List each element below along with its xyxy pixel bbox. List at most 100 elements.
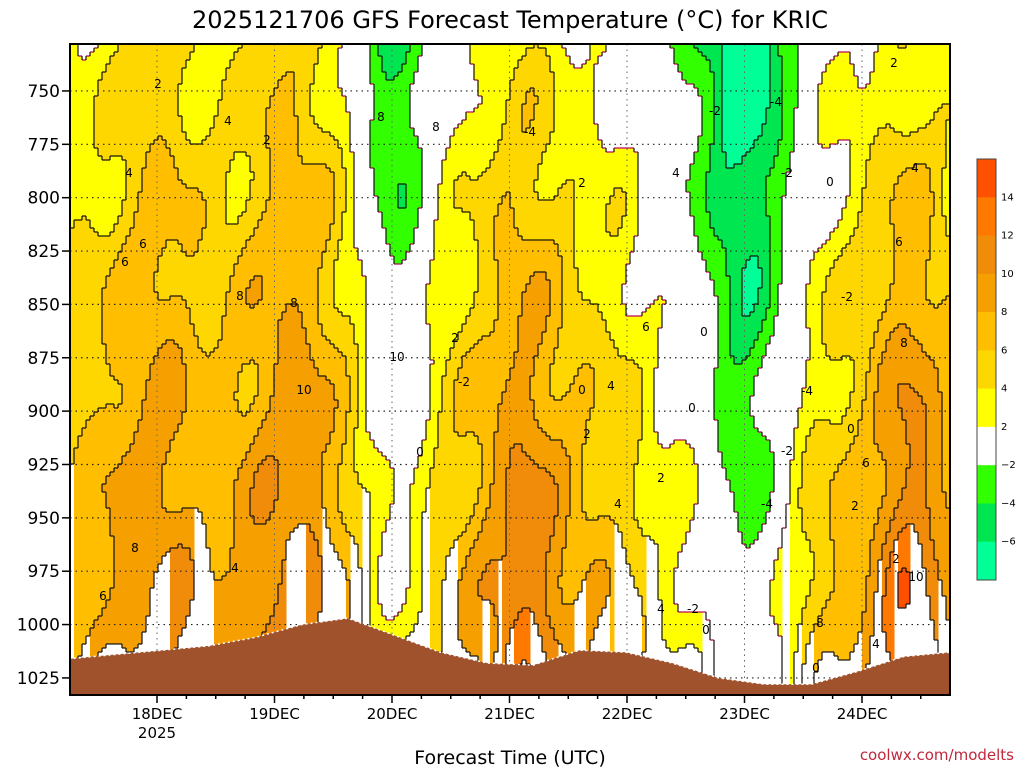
contour-segment	[781, 80, 783, 84]
contour-segment	[349, 320, 351, 324]
temperature-cell	[318, 556, 323, 613]
temperature-cell	[814, 624, 819, 673]
contour-segment	[641, 420, 643, 424]
contour-segment	[582, 299, 586, 301]
contour-segment	[265, 116, 267, 120]
temperature-cell	[718, 44, 723, 241]
contour-segment	[521, 116, 523, 120]
temperature-cell	[386, 460, 391, 521]
contour-segment	[97, 88, 99, 92]
contour-segment	[365, 320, 367, 324]
temperature-cell	[658, 44, 663, 297]
contour-segment	[765, 184, 767, 188]
contour-segment	[413, 128, 415, 132]
temperature-cell	[130, 44, 135, 229]
contour-segment	[893, 196, 895, 200]
temperature-cell	[378, 212, 383, 453]
temperature-cell	[510, 368, 515, 449]
contour-segment	[426, 323, 430, 325]
contour-segment	[225, 200, 227, 204]
contour-segment	[561, 264, 563, 268]
contour-segment	[553, 88, 555, 92]
contour-segment	[765, 316, 767, 320]
contour-segment	[242, 211, 246, 213]
contour-segment	[533, 412, 535, 416]
temperature-cell	[802, 452, 807, 533]
contour-segment	[674, 567, 678, 569]
contour-segment	[941, 404, 943, 408]
temperature-cell	[746, 44, 751, 153]
temperature-cell	[350, 152, 355, 325]
temperature-cell	[554, 196, 559, 245]
temperature-cell	[170, 440, 175, 513]
temperature-cell	[310, 532, 315, 637]
temperature-cell	[514, 444, 519, 621]
temperature-cell	[922, 404, 927, 569]
contour-segment	[813, 252, 815, 256]
contour-segment	[457, 376, 459, 380]
contour-segment	[890, 283, 894, 285]
contour-segment	[334, 551, 338, 553]
contour-segment	[637, 152, 639, 156]
temperature-cell	[942, 300, 947, 493]
contour-segment	[358, 483, 362, 485]
contour-segment	[721, 92, 723, 96]
contour-segment	[769, 224, 771, 228]
contour-segment	[461, 208, 463, 212]
contour-segment	[93, 124, 95, 128]
temperature-cell	[846, 196, 851, 245]
contour-segment	[221, 328, 223, 332]
contour-segment	[538, 271, 542, 273]
contour-segment	[521, 112, 523, 116]
contour-segment	[805, 296, 807, 300]
temperature-cell	[174, 240, 179, 297]
contour-segment	[925, 164, 927, 168]
contour-segment	[761, 268, 763, 272]
temperature-cell	[114, 408, 119, 469]
contour-segment	[802, 607, 806, 609]
contour-segment	[182, 131, 186, 133]
contour-segment	[317, 320, 319, 324]
contour-segment	[821, 312, 823, 316]
contour-segment	[701, 132, 703, 136]
contour-segment	[177, 172, 179, 176]
temperature-cell	[98, 44, 103, 81]
contour-segment	[357, 344, 359, 348]
temperature-cell	[882, 312, 887, 353]
temperature-cell	[862, 188, 867, 401]
contour-segment	[269, 180, 271, 184]
contour-segment	[102, 235, 106, 237]
contour-segment	[926, 167, 930, 169]
contour-segment	[541, 332, 543, 336]
contour-segment	[721, 80, 723, 84]
contour-segment	[797, 408, 799, 412]
temperature-cell	[586, 420, 591, 521]
temperature-cell	[214, 580, 219, 685]
temperature-cell	[262, 460, 267, 525]
contour-segment	[241, 252, 243, 256]
contour-segment	[529, 276, 531, 280]
contour-segment	[238, 411, 242, 413]
temperature-cell	[162, 464, 167, 509]
temperature-cell	[454, 128, 459, 181]
temperature-cell	[762, 44, 767, 125]
contour-segment	[177, 88, 179, 92]
contour-segment	[253, 176, 255, 180]
contour-segment	[810, 427, 814, 429]
contour-segment	[862, 187, 866, 189]
contour-segment	[769, 80, 771, 84]
contour-segment	[441, 376, 443, 380]
temperature-cell	[102, 492, 107, 609]
temperature-cell	[662, 448, 667, 641]
temperature-cell	[178, 44, 183, 85]
contour-segment	[810, 631, 814, 633]
contour-segment	[721, 112, 723, 116]
contour-segment	[498, 203, 502, 205]
temperature-cell	[118, 216, 123, 253]
contour-segment	[254, 395, 258, 397]
contour-segment	[710, 227, 714, 229]
contour-segment	[237, 256, 239, 260]
contour-segment	[770, 451, 774, 453]
contour-segment	[337, 144, 339, 148]
temperature-cell	[466, 352, 471, 433]
